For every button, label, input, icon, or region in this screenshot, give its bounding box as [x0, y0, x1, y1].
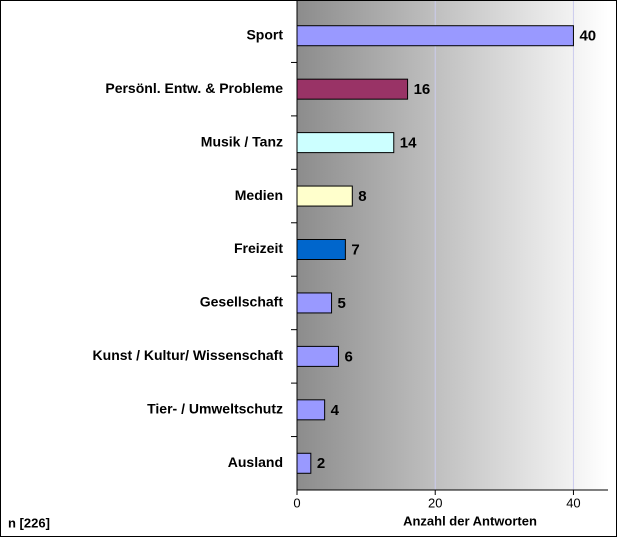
x-tick-label: 0 [293, 495, 300, 510]
value-label: 7 [351, 241, 359, 258]
note: n [226] [8, 515, 50, 530]
bar [296, 239, 346, 260]
bar [296, 78, 409, 100]
y-tick-label: Freizeit [234, 240, 283, 256]
x-tick-label: 40 [566, 495, 580, 510]
bar [296, 132, 395, 154]
y-tick-label: Kunst / Kultur/ Wissenschaft [93, 347, 284, 363]
value-label: 8 [358, 188, 366, 205]
value-label: 2 [317, 455, 325, 472]
y-tick-label: Persönl. Entw. & Probleme [105, 80, 283, 96]
bar [296, 292, 333, 314]
y-tick-label: Medien [235, 187, 283, 203]
value-label: 5 [338, 295, 346, 312]
value-label: 16 [414, 81, 431, 98]
value-label: 14 [400, 135, 417, 152]
value-label: 6 [344, 348, 352, 365]
y-tick-label: Musik / Tanz [201, 133, 283, 149]
bar [296, 345, 339, 367]
value-label: 4 [331, 402, 340, 419]
y-tick-label: Ausland [228, 454, 283, 470]
bar [296, 399, 326, 421]
y-tick-label: Sport [246, 26, 283, 42]
y-tick-label: Gesellschaft [200, 294, 284, 310]
x-axis-label: Anzahl der Antworten [403, 513, 537, 528]
bar [296, 185, 353, 207]
bar [296, 25, 574, 47]
x-tick-label: 20 [428, 495, 442, 510]
y-tick-label: Tier- / Umweltschutz [147, 401, 283, 417]
value-label: 40 [579, 28, 596, 45]
bar [296, 452, 312, 474]
